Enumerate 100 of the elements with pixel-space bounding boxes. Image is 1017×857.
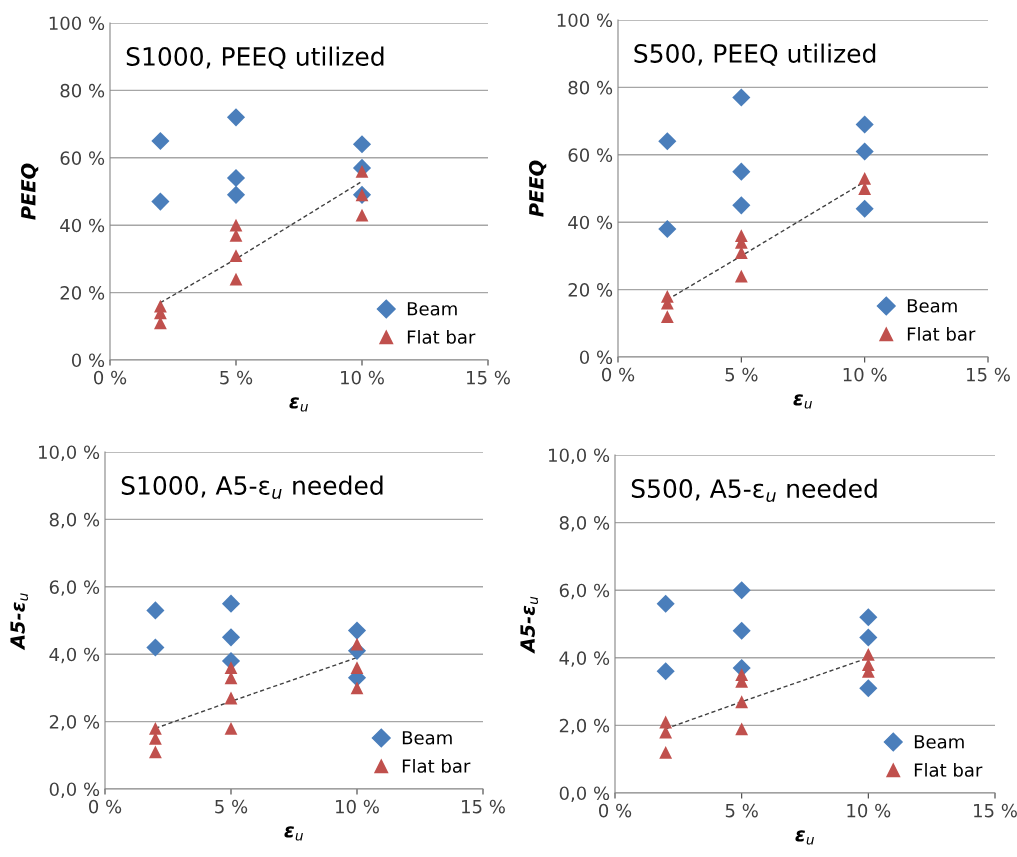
- x-tick-label: 5 %: [220, 370, 253, 385]
- y-tick-label: 100 %: [557, 13, 613, 28]
- x-tick-label: 10 %: [843, 367, 887, 382]
- point: [350, 661, 364, 675]
- point: [226, 185, 246, 204]
- y-tick-label: 20 %: [568, 283, 613, 297]
- point: [149, 721, 162, 735]
- y-tick-label: 60 %: [568, 148, 613, 162]
- point: [355, 164, 369, 178]
- legend-label: Flat bar: [907, 326, 976, 341]
- y-tick-label: 40 %: [60, 218, 105, 233]
- text: S500, PEEQ utilized: [634, 43, 876, 66]
- point: [224, 661, 238, 675]
- point: [226, 108, 246, 127]
- point: [858, 171, 872, 185]
- x-tick-label: 0 %: [89, 799, 122, 814]
- legend-label: Beam: [914, 735, 964, 749]
- point: [735, 695, 749, 709]
- point: [855, 199, 874, 218]
- legend-label: Beam: [407, 302, 457, 316]
- x-tick-label: 15 %: [967, 367, 1010, 382]
- x-tick-label: 10 %: [341, 370, 384, 385]
- y-tick-label: 20 %: [60, 286, 105, 300]
- point: [855, 115, 874, 134]
- point: [350, 681, 364, 695]
- y-tick-label: 4,0 %: [49, 647, 100, 664]
- x-axis-title: ε$_{u}$: [289, 397, 308, 412]
- legend-label: Beam: [402, 731, 452, 745]
- y-tick-label: 40 %: [568, 215, 613, 230]
- y-axis-title: PEEQ: [20, 163, 39, 220]
- y-tick-label: 8,0 %: [559, 516, 610, 532]
- point: [659, 715, 673, 729]
- x-tick-label: 15 %: [462, 799, 505, 814]
- legend-label: Beam: [907, 299, 957, 313]
- point: [221, 628, 241, 647]
- point: [146, 638, 165, 657]
- point: [229, 272, 243, 286]
- point: [734, 269, 748, 283]
- point: [858, 182, 872, 195]
- y-tick-label: 80 %: [568, 80, 613, 95]
- text: S1000, PEEQ utilized: [126, 46, 384, 69]
- point: [732, 621, 751, 640]
- point: [221, 594, 241, 613]
- point: [660, 310, 674, 323]
- point: [658, 219, 677, 238]
- y-tick-label: 0,0 %: [49, 782, 100, 798]
- point: [151, 131, 170, 150]
- point: [732, 88, 751, 107]
- point: [224, 721, 238, 735]
- legend-label: Flat bar: [407, 329, 476, 344]
- y-axis-title: A5-ε$_{u}$: [520, 596, 539, 654]
- text: S500, A5-ε$_{u}$ needed: [631, 478, 877, 502]
- point: [658, 132, 677, 151]
- point: [859, 679, 878, 698]
- point: [347, 621, 367, 640]
- point: [735, 722, 749, 736]
- point: [229, 249, 243, 262]
- point: [855, 142, 874, 161]
- y-tick-label: 60 %: [60, 151, 105, 165]
- y-tick-label: 10,0 %: [549, 448, 610, 464]
- y-tick-label: 80 %: [60, 83, 105, 98]
- point: [146, 601, 165, 620]
- y-axis-title: A5-ε$_{u}$: [10, 593, 29, 651]
- x-tick-label: 5 %: [725, 803, 758, 818]
- x-axis-title: ε$_{u}$: [284, 826, 303, 841]
- y-tick-label: 0 %: [579, 350, 613, 365]
- y-tick-label: 6,0 %: [559, 583, 610, 600]
- point: [861, 648, 875, 661]
- y-tick-label: 0 %: [71, 353, 105, 368]
- y-tick-label: 4,0 %: [559, 651, 610, 667]
- x-tick-label: 0 %: [94, 370, 127, 385]
- point: [732, 162, 751, 181]
- x-tick-label: 0 %: [602, 367, 635, 382]
- y-tick-label: 2,0 %: [49, 715, 100, 731]
- y-tick-label: 10,0 %: [39, 445, 100, 461]
- x-tick-label: 10 %: [336, 799, 379, 814]
- point: [656, 594, 675, 613]
- x-axis-title: ε$_{u}$: [793, 394, 812, 409]
- point: [352, 135, 372, 154]
- legend-label: Flat bar: [402, 758, 471, 773]
- y-tick-label: 100 %: [49, 16, 105, 31]
- point: [659, 746, 673, 759]
- y-tick-label: 0,0 %: [559, 786, 610, 802]
- point: [859, 628, 878, 647]
- point: [226, 168, 246, 188]
- x-tick-label: 15 %: [974, 803, 1017, 818]
- x-tick-label: 5 %: [725, 367, 758, 382]
- x-axis-title: ε$_{u}$: [795, 830, 814, 845]
- legend-label: Flat bar: [914, 762, 983, 777]
- point: [732, 581, 751, 600]
- y-tick-label: 6,0 %: [49, 580, 100, 596]
- y-tick-label: 8,0 %: [49, 512, 100, 529]
- point: [734, 246, 748, 259]
- text: S1000, A5-ε$_{u}$ needed: [121, 475, 383, 499]
- y-tick-label: 2,0 %: [559, 718, 610, 735]
- y-axis-title: PEEQ: [528, 160, 547, 217]
- point: [859, 608, 878, 627]
- point: [229, 218, 243, 232]
- x-tick-label: 10 %: [847, 803, 891, 818]
- point: [656, 662, 675, 681]
